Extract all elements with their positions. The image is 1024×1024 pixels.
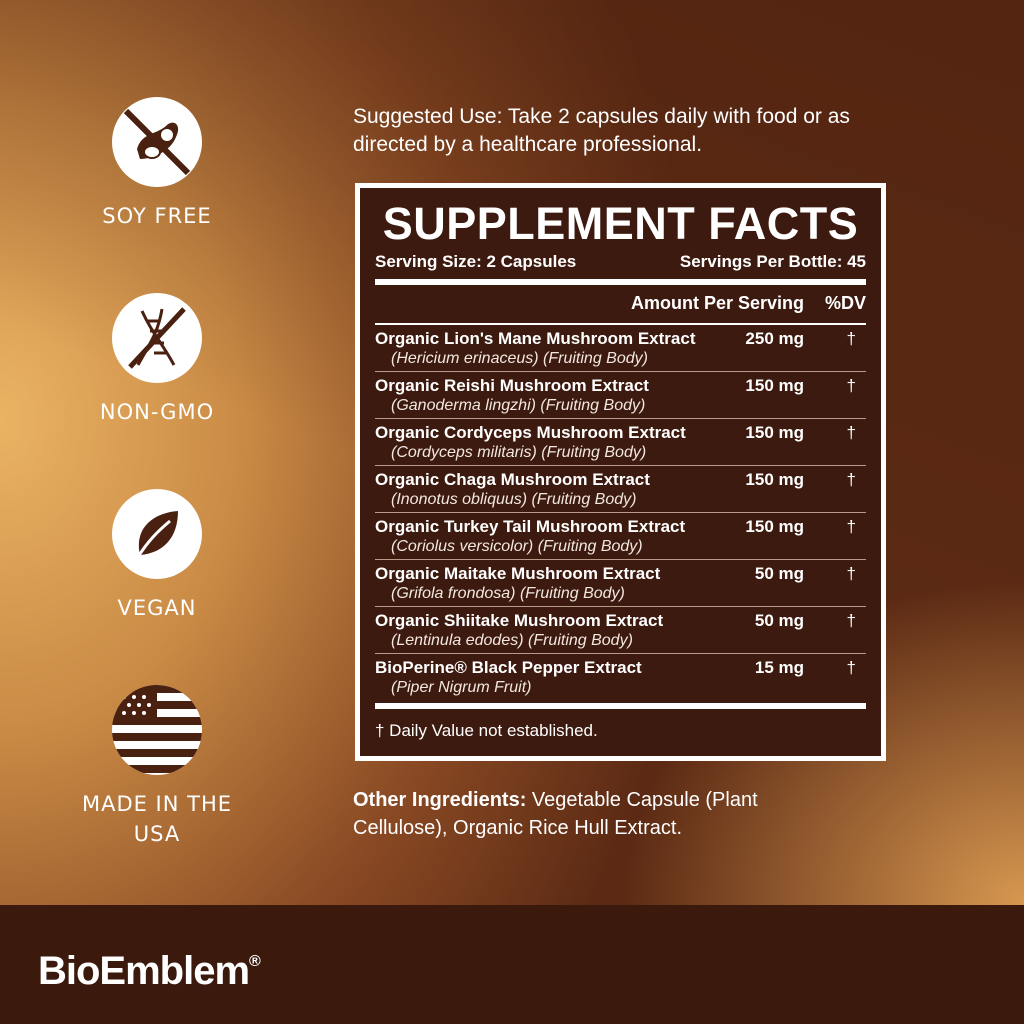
ingredient-amount: 150 mg bbox=[745, 517, 804, 536]
ingredient-source: (Piper Nigrum Fruit) bbox=[391, 679, 532, 696]
ingredient-amount: 250 mg bbox=[745, 329, 804, 348]
ingredient-source: (Lentinula edodes) (Fruiting Body) bbox=[391, 632, 633, 649]
ingredient-source: (Grifola frondosa) (Fruiting Body) bbox=[391, 585, 625, 602]
usa-flag-icon bbox=[112, 685, 202, 775]
serving-size: Serving Size: 2 Capsules bbox=[375, 252, 577, 271]
ingredient-source: (Ganoderma lingzhi) (Fruiting Body) bbox=[391, 397, 646, 414]
ingredient-dv: † bbox=[846, 517, 856, 536]
facts-row: Organic Lion's Mane Mushroom Extract (Her… bbox=[375, 325, 866, 372]
vegan-leaf-icon bbox=[112, 489, 202, 579]
ingredient-dv: † bbox=[846, 423, 856, 442]
non-gmo-icon bbox=[112, 293, 202, 383]
ingredient-name: Organic Lion's Mane Mushroom Extract bbox=[375, 329, 696, 348]
other-text: Vegetable Capsule (Plant Cellulose), Org… bbox=[353, 789, 758, 839]
registered-mark: ® bbox=[249, 953, 261, 970]
other-ingredients: Other Ingredients: Vegetable Capsule (Pl… bbox=[353, 786, 853, 842]
facts-row: Organic Reishi Mushroom Extract (Ganoderm… bbox=[375, 372, 866, 419]
ingredient-name: Organic Maitake Mushroom Extract bbox=[375, 564, 661, 583]
brand-logo: BioEmblem® bbox=[38, 949, 261, 994]
other-label: Other Ingredients: bbox=[353, 789, 527, 811]
footnote: † Daily Value not established. bbox=[375, 721, 598, 740]
ingredient-name: BioPerine® Black Pepper Extract bbox=[375, 658, 642, 677]
badge-made-in-usa: MADE IN THE USA bbox=[82, 685, 231, 849]
ingredient-name: Organic Cordyceps Mushroom Extract bbox=[375, 423, 686, 442]
divider bbox=[375, 279, 866, 285]
ingredient-name: Organic Chaga Mushroom Extract bbox=[375, 470, 650, 489]
ingredient-amount: 50 mg bbox=[754, 564, 804, 583]
divider bbox=[375, 703, 866, 709]
ingredient-dv: † bbox=[846, 376, 856, 395]
badge-vegan: VEGAN bbox=[112, 489, 202, 623]
ingredient-source: (Inonotus obliquus) (Fruiting Body) bbox=[391, 491, 637, 508]
facts-row: Organic Cordyceps Mushroom Extract (Cordy… bbox=[375, 419, 866, 466]
ingredient-dv: † bbox=[846, 470, 856, 489]
ingredient-amount: 50 mg bbox=[754, 611, 804, 630]
ingredient-name: Organic Reishi Mushroom Extract bbox=[375, 376, 649, 395]
facts-row: Organic Chaga Mushroom Extract (Inonotus … bbox=[375, 466, 866, 513]
facts-title: SUPPLEMENT FACTS bbox=[382, 198, 859, 249]
soy-free-icon bbox=[112, 97, 202, 187]
facts-row: Organic Turkey Tail Mushroom Extract (Cor… bbox=[375, 513, 866, 560]
ingredient-dv: † bbox=[846, 658, 856, 677]
ingredient-source: (Hericium erinaceus) (Fruiting Body) bbox=[391, 350, 648, 367]
ingredient-name: Organic Shiitake Mushroom Extract bbox=[375, 611, 664, 630]
facts-row: Organic Shiitake Mushroom Extract (Lentin… bbox=[375, 607, 866, 654]
supplement-facts-panel: SUPPLEMENT FACTS Serving Size: 2 Capsule… bbox=[355, 183, 886, 761]
ingredient-amount: 150 mg bbox=[745, 423, 804, 442]
ingredient-source: (Cordyceps militaris) (Fruiting Body) bbox=[391, 444, 647, 461]
ingredient-amount: 150 mg bbox=[745, 470, 804, 489]
ingredient-dv: † bbox=[846, 611, 856, 630]
servings-per-bottle: Servings Per Bottle: 45 bbox=[679, 252, 866, 271]
ingredient-dv: † bbox=[846, 329, 856, 348]
ingredient-amount: 150 mg bbox=[745, 376, 804, 395]
ingredient-source: (Coriolus versicolor) (Fruiting Body) bbox=[391, 538, 643, 555]
dv-header: %DV bbox=[824, 293, 866, 313]
ingredient-name: Organic Turkey Tail Mushroom Extract bbox=[375, 517, 686, 536]
suggested-use: Suggested Use: Take 2 capsules daily wit… bbox=[353, 105, 850, 156]
brand-name: BioEmblem bbox=[38, 949, 250, 993]
ingredient-dv: † bbox=[846, 564, 856, 583]
badge-non-gmo: NON-GMO bbox=[100, 293, 213, 427]
facts-row: Organic Maitake Mushroom Extract (Grifola… bbox=[375, 560, 866, 607]
divider bbox=[375, 323, 866, 325]
ingredient-amount: 15 mg bbox=[754, 658, 804, 677]
badge-soy-free: SOY FREE bbox=[102, 97, 211, 231]
amount-header: Amount Per Serving bbox=[630, 293, 804, 313]
footer-bar: BioEmblem® bbox=[0, 905, 1024, 1024]
facts-row: BioPerine® Black Pepper Extract (Piper Ni… bbox=[375, 654, 866, 701]
